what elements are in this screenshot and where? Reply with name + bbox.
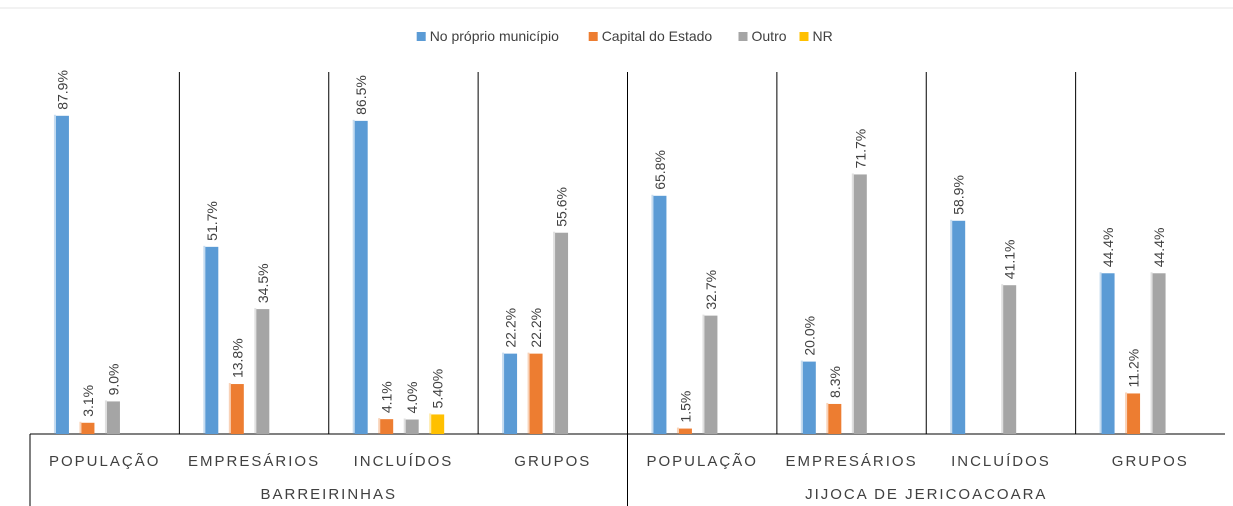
bar — [55, 115, 69, 434]
group-label: BARREIRINHAS — [260, 486, 397, 503]
bar-shadow — [702, 314, 705, 434]
x-tick-label: EMPRESÁRIOS — [786, 453, 918, 470]
legend-label: No próprio município — [430, 28, 559, 44]
data-label: 32.7% — [703, 270, 719, 310]
bar-shadow — [1099, 272, 1102, 434]
legend-swatch — [738, 32, 748, 41]
x-tick-label: POPULAÇÃO — [49, 453, 160, 470]
x-tick-label: GRUPOS — [514, 453, 591, 470]
data-label: 4.1% — [379, 381, 395, 413]
data-label: 3.1% — [80, 385, 96, 417]
bar — [431, 414, 445, 434]
x-tick-label: EMPRESÁRIOS — [188, 453, 320, 470]
bar — [952, 220, 966, 434]
bar-shadow — [104, 400, 107, 434]
legend: No próprio município Capital do Estado Out… — [416, 28, 833, 44]
bar-shadow — [950, 219, 953, 434]
data-label: 44.4% — [1100, 228, 1116, 268]
bar — [1003, 285, 1017, 434]
bar-shadow — [53, 114, 56, 434]
bar — [529, 353, 543, 434]
bar — [653, 195, 667, 434]
legend-label: NR — [813, 28, 833, 44]
group-label: JIJOCA DE JERICOACOARA — [805, 486, 1047, 503]
bar-shadow — [826, 402, 829, 434]
bar — [1152, 273, 1166, 434]
legend-label: Outro — [752, 28, 787, 44]
bar-shadow — [553, 231, 556, 434]
data-label: 1.5% — [677, 391, 693, 423]
bar-shadow — [800, 360, 803, 434]
bar — [205, 246, 219, 434]
bar-shadow — [79, 421, 82, 434]
bar-shadow — [378, 418, 381, 434]
data-label: 5.40% — [430, 369, 446, 409]
bar-shadow — [254, 308, 257, 434]
legend-swatch — [416, 32, 426, 41]
data-label: 4.0% — [404, 382, 420, 414]
data-label: 65.8% — [652, 150, 668, 190]
bar — [230, 384, 244, 434]
x-tick-label: INCLUÍDOS — [354, 453, 454, 470]
bar-shadow — [1001, 284, 1004, 434]
data-label: 86.5% — [353, 75, 369, 115]
bar-shadow — [403, 418, 406, 434]
data-label: 13.8% — [229, 338, 245, 378]
bar — [405, 419, 419, 434]
bar-shadow — [228, 383, 231, 434]
data-label: 34.5% — [255, 263, 271, 303]
legend-label: Capital do Estado — [602, 28, 713, 44]
data-label: 20.0% — [801, 316, 817, 356]
bar — [853, 174, 867, 435]
bar-shadow — [1150, 272, 1153, 434]
bar — [678, 428, 692, 434]
bar-shadow — [429, 413, 432, 434]
bar — [380, 419, 394, 434]
data-label: 51.7% — [204, 201, 220, 241]
data-label: 58.9% — [951, 175, 967, 215]
legend-swatch — [588, 32, 598, 41]
bar — [555, 232, 569, 434]
data-label: 11.2% — [1126, 349, 1142, 388]
bar — [1127, 393, 1141, 434]
x-tick-label: INCLUÍDOS — [951, 453, 1051, 470]
bar — [1101, 273, 1115, 434]
data-label: 41.1% — [1002, 240, 1018, 280]
bar-shadow — [203, 245, 206, 434]
bar-shadow — [352, 119, 355, 435]
bar-shadow — [502, 352, 505, 434]
bar — [828, 403, 842, 434]
data-label: 71.7% — [852, 129, 868, 169]
bar — [81, 422, 95, 434]
bar-shadow — [1125, 392, 1128, 434]
bar — [802, 361, 816, 434]
bar-shadow — [651, 194, 654, 434]
bar-shadow — [676, 427, 679, 434]
data-label: 55.6% — [554, 187, 570, 227]
x-tick-label: GRUPOS — [1112, 453, 1189, 470]
bar-shadow — [527, 352, 530, 434]
bar-shadow — [851, 173, 854, 435]
data-label: 22.2% — [503, 308, 519, 348]
bar — [504, 353, 518, 434]
data-label: 9.0% — [105, 363, 121, 395]
legend-swatch — [799, 32, 809, 41]
bar — [256, 309, 270, 434]
data-label: 22.2% — [528, 308, 544, 348]
data-label: 8.3% — [827, 366, 843, 398]
bar — [106, 401, 120, 434]
bar — [354, 120, 368, 435]
data-label: 87.9% — [54, 70, 70, 110]
x-tick-label: POPULAÇÃO — [647, 453, 758, 470]
bar — [704, 315, 718, 434]
data-label: 44.4% — [1151, 228, 1167, 268]
